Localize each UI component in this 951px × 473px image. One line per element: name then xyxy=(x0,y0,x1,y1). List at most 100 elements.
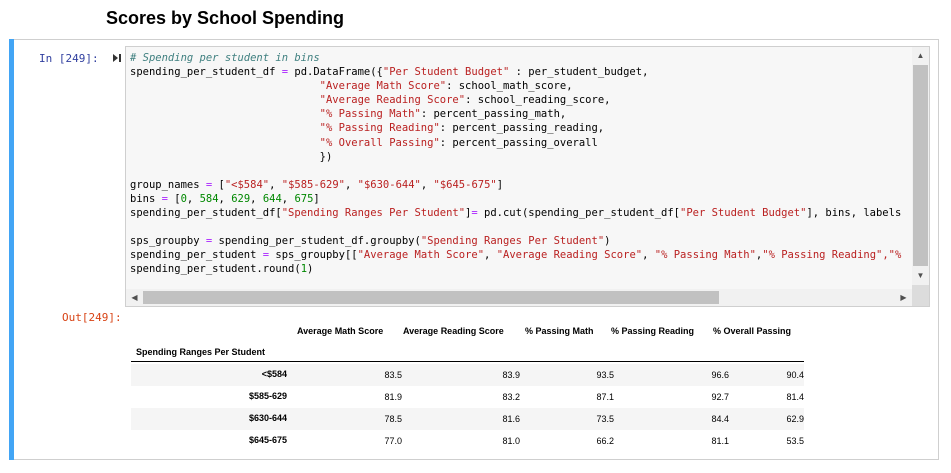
scroll-left-arrow-icon[interactable]: ◀ xyxy=(131,293,138,302)
code-token: "Spending Ranges Per Student" xyxy=(281,207,466,220)
row-index: $645-675 xyxy=(248,435,287,445)
scroll-down-arrow-icon[interactable]: ▼ xyxy=(916,271,925,280)
row-index: $630-644 xyxy=(248,413,287,423)
code-token: group_names xyxy=(130,178,206,191)
scrollbar-corner xyxy=(912,285,929,306)
code-token: pd.cut(spending_per_student_df[ xyxy=(477,207,680,220)
selected-cell-bar xyxy=(9,39,14,460)
code-token: bins xyxy=(130,192,162,205)
horizontal-scrollbar[interactable]: ◀ ▶ xyxy=(126,289,912,306)
code-token: "Average Reading Score" xyxy=(496,249,643,262)
code-token: , xyxy=(344,178,358,191)
code-token: , xyxy=(218,192,232,205)
code-token: , xyxy=(755,249,763,262)
code-token: ,"% xyxy=(882,249,902,262)
scroll-right-arrow-icon[interactable]: ▶ xyxy=(900,293,907,302)
code-token: , xyxy=(484,249,497,262)
input-prompt: In [249]: xyxy=(39,52,99,65)
table-row: $645-675 77.0 81.0 66.2 81.1 53.5 xyxy=(131,430,804,452)
code-token: "% Passing Reading" xyxy=(319,122,440,135)
code-token: [ xyxy=(167,192,181,205)
code-token: : per_student_budget, xyxy=(509,66,649,79)
code-token xyxy=(130,80,320,92)
code-token: , xyxy=(250,192,263,205)
table-cell: 81.6 xyxy=(502,414,520,424)
code-token: : percent_passing_reading, xyxy=(439,122,605,135)
table-cell: 78.5 xyxy=(384,414,402,424)
table-cell: 62.9 xyxy=(786,414,804,424)
code-token: 584 xyxy=(199,192,219,205)
code-token: 629 xyxy=(231,192,251,205)
code-cell[interactable]: In [249]: # Spending per student in bins… xyxy=(9,39,939,460)
code-token: sps_groupby[[ xyxy=(269,249,358,262)
code-token: "Per Student Budget" xyxy=(680,207,807,220)
table-cell: 77.0 xyxy=(384,436,402,446)
code-token: , xyxy=(281,192,295,205)
table-cell: 53.5 xyxy=(786,436,804,446)
code-token: , xyxy=(642,249,655,262)
code-token: spending_per_student xyxy=(130,249,263,262)
code-token: spending_per_student.round( xyxy=(130,263,301,276)
horizontal-scroll-thumb[interactable] xyxy=(143,291,719,304)
code-token: "Spending Ranges Per Student" xyxy=(420,235,605,248)
table-cell: 96.6 xyxy=(711,370,729,380)
scroll-up-arrow-icon[interactable]: ▲ xyxy=(916,51,925,60)
column-header: Average Reading Score xyxy=(403,326,504,336)
code-token: = xyxy=(205,178,213,191)
code-token: ) xyxy=(307,263,314,276)
code-text[interactable]: # Spending per student in bins spending_… xyxy=(130,51,908,277)
vertical-scrollbar[interactable]: ▲ ▼ xyxy=(912,47,929,285)
row-index: $585-629 xyxy=(248,391,287,401)
table-cell: 83.5 xyxy=(384,370,402,380)
code-token: 1 xyxy=(300,263,308,276)
table-cell: 90.4 xyxy=(786,370,804,380)
column-header: Average Math Score xyxy=(297,326,384,336)
code-token: : school_math_score, xyxy=(446,80,573,93)
table-cell: 87.1 xyxy=(596,392,614,402)
table-row: $630-644 78.5 81.6 73.5 84.4 62.9 xyxy=(131,408,804,430)
code-token: spending_per_student_df.groupby( xyxy=(212,235,421,248)
table-cell: 81.1 xyxy=(711,436,729,446)
output-prompt: Out[249]: xyxy=(62,311,122,324)
table-cell: 84.4 xyxy=(711,414,729,424)
code-token xyxy=(130,137,320,149)
code-token: # Spending per student in bins xyxy=(130,52,320,64)
table-cell: 93.5 xyxy=(596,370,614,380)
code-token: "<$584" xyxy=(224,178,270,191)
code-token: "% Overall Passing" xyxy=(319,136,440,149)
table-cell: 73.5 xyxy=(596,414,614,424)
header-divider xyxy=(131,361,804,362)
code-token: ] xyxy=(313,192,320,205)
code-token: sps_groupby xyxy=(130,235,206,248)
code-token: spending_per_student_df[ xyxy=(130,207,282,220)
code-token: 644 xyxy=(262,192,282,205)
run-cell-icon[interactable] xyxy=(112,53,122,63)
code-token xyxy=(130,94,320,106)
code-token: = xyxy=(471,207,478,220)
table-cell: 83.9 xyxy=(502,370,520,380)
code-token: ] xyxy=(465,207,472,220)
code-token: ) xyxy=(604,235,611,248)
row-index: <$584 xyxy=(261,369,287,379)
code-token: = xyxy=(205,235,213,248)
code-token: , xyxy=(186,192,200,205)
index-name-header: Spending Ranges Per Student xyxy=(136,347,266,357)
code-token: : percent_passing_overall xyxy=(439,136,598,149)
code-token: }) xyxy=(130,150,333,163)
code-token: "% Passing Math" xyxy=(319,108,421,121)
code-token: "Per Student Budget" xyxy=(382,66,510,79)
section-heading: Scores by School Spending xyxy=(106,8,345,28)
table-cell: 81.4 xyxy=(786,392,804,402)
column-header: % Overall Passing xyxy=(713,326,792,336)
column-header: % Passing Math xyxy=(525,326,594,336)
code-editor[interactable]: # Spending per student in bins spending_… xyxy=(125,46,930,307)
code-token: ] xyxy=(496,178,504,191)
code-token: : school_reading_score, xyxy=(465,94,611,107)
vertical-scroll-thumb[interactable] xyxy=(913,65,928,266)
code-token: "$630-644" xyxy=(357,178,421,191)
code-token: "$645-675" xyxy=(433,178,497,191)
table-cell: 83.2 xyxy=(502,392,520,402)
code-token: pd.DataFrame({ xyxy=(288,66,383,79)
code-token: spending_per_student_df xyxy=(130,66,282,79)
table-row: $585-629 81.9 83.2 87.1 92.7 81.4 xyxy=(131,386,804,408)
